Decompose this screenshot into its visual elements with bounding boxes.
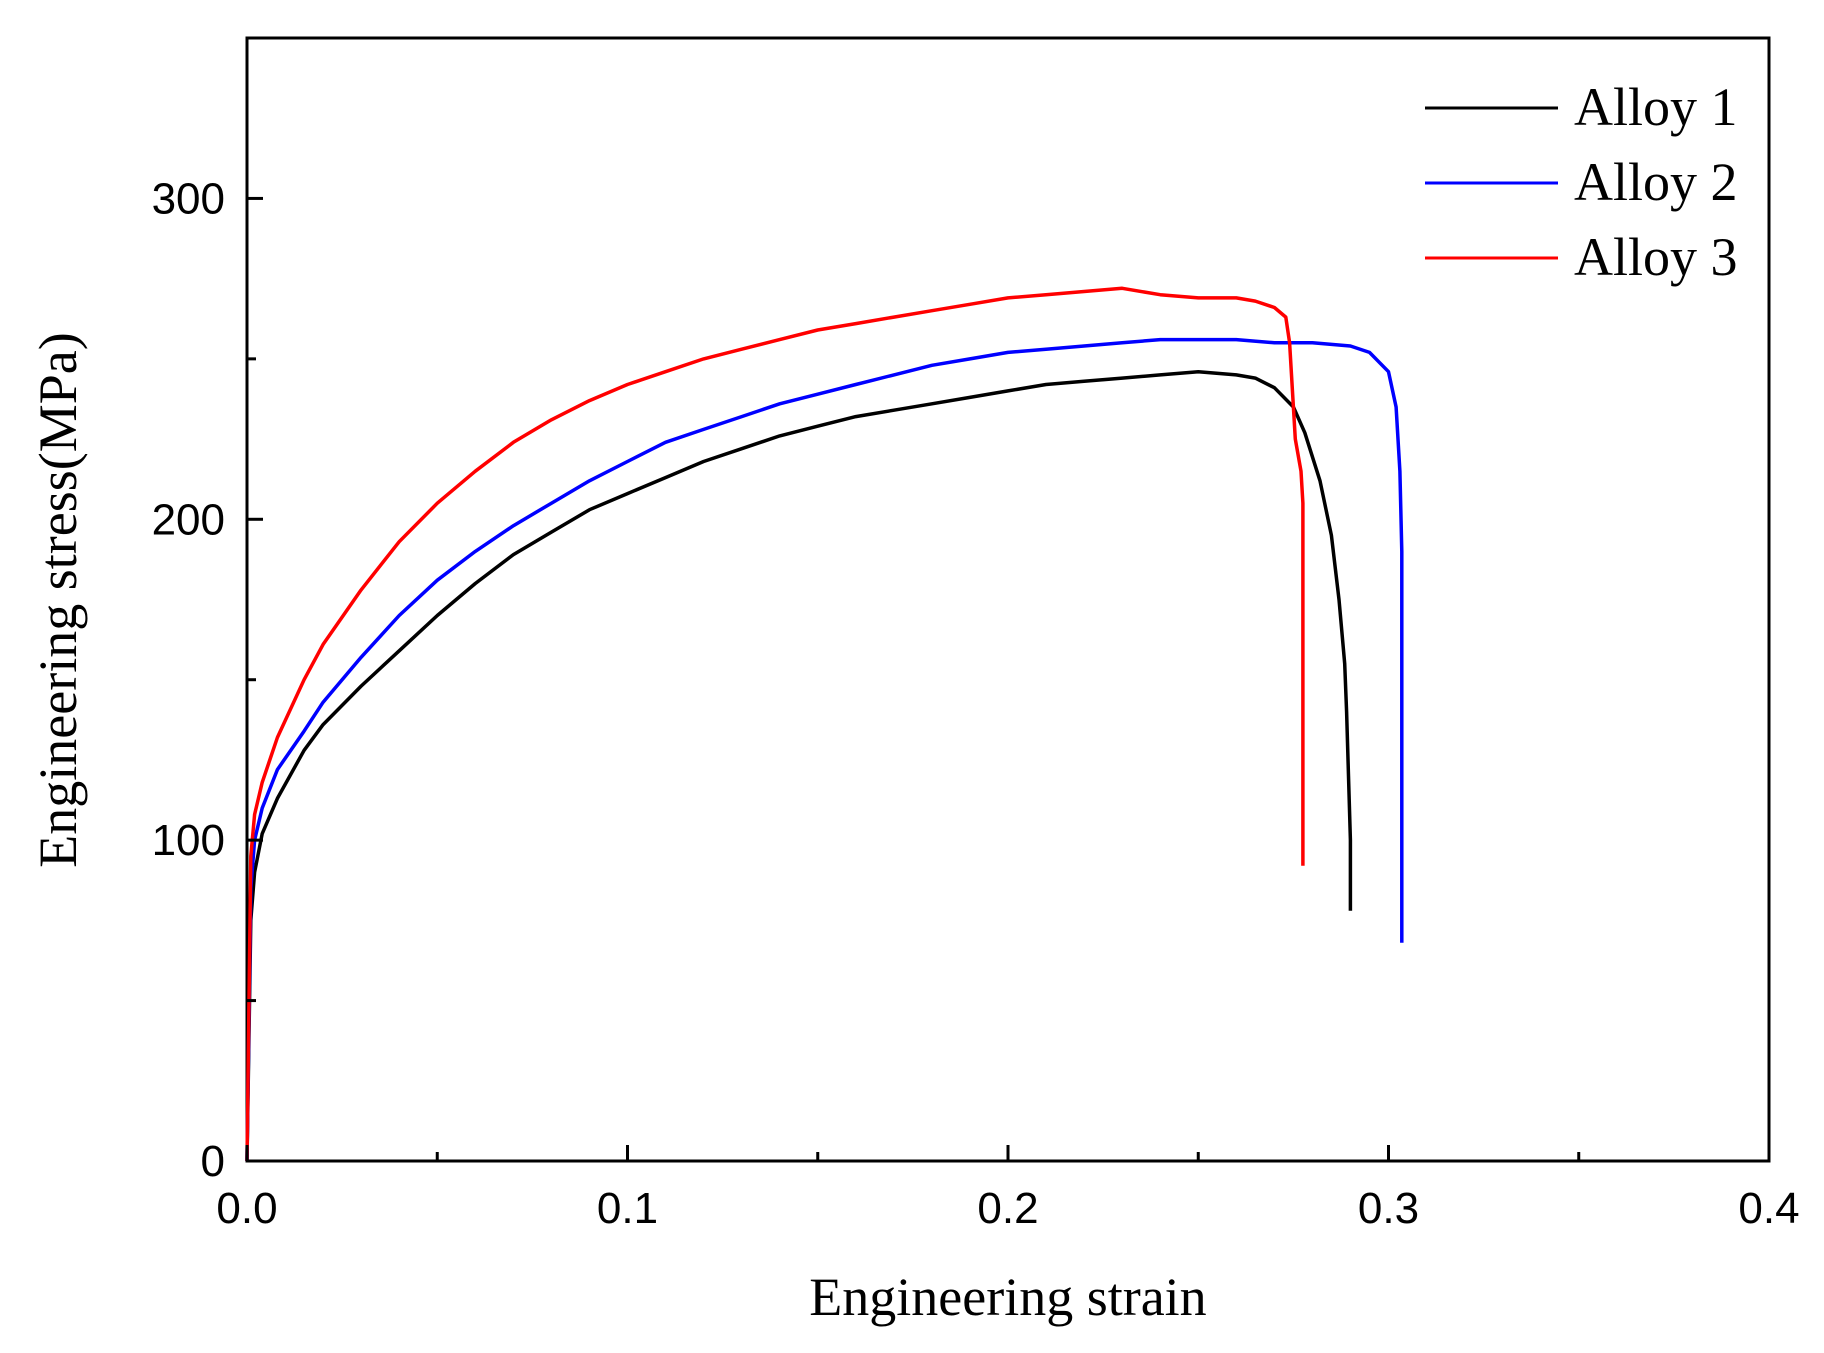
x-tick-label: 0.0 <box>216 1184 277 1233</box>
plot-frame <box>245 36 1771 1163</box>
series-line-alloy-1 <box>245 369 1353 1162</box>
legend: Alloy 1 Alloy 2 Alloy 3 <box>1425 77 1738 287</box>
series-layer <box>245 286 1404 1162</box>
x-tick-label: 0.3 <box>1358 1184 1419 1233</box>
y-axis-title: Engineering stress(MPa) <box>28 332 88 867</box>
ticks-layer <box>245 196 1771 1163</box>
y-tick-label: 200 <box>152 495 225 544</box>
series-line-alloy-3 <box>245 286 1305 1162</box>
y-tick-label: 300 <box>152 174 225 223</box>
y-tick-label: 0 <box>201 1137 225 1186</box>
tick-labels-layer: 0.0 0.1 0.2 0.3 0.4 0 100 200 300 <box>152 174 1800 1233</box>
y-tick-label: 100 <box>152 816 225 865</box>
legend-label-alloy-2: Alloy 2 <box>1574 152 1738 212</box>
x-tick-label: 0.2 <box>977 1184 1038 1233</box>
x-axis-title: Engineering strain <box>809 1267 1206 1327</box>
legend-label-alloy-3: Alloy 3 <box>1574 227 1738 287</box>
x-tick-label: 0.1 <box>597 1184 658 1233</box>
series-line-alloy-2 <box>245 337 1404 1162</box>
x-tick-label: 0.4 <box>1738 1184 1799 1233</box>
legend-label-alloy-1: Alloy 1 <box>1574 77 1738 137</box>
